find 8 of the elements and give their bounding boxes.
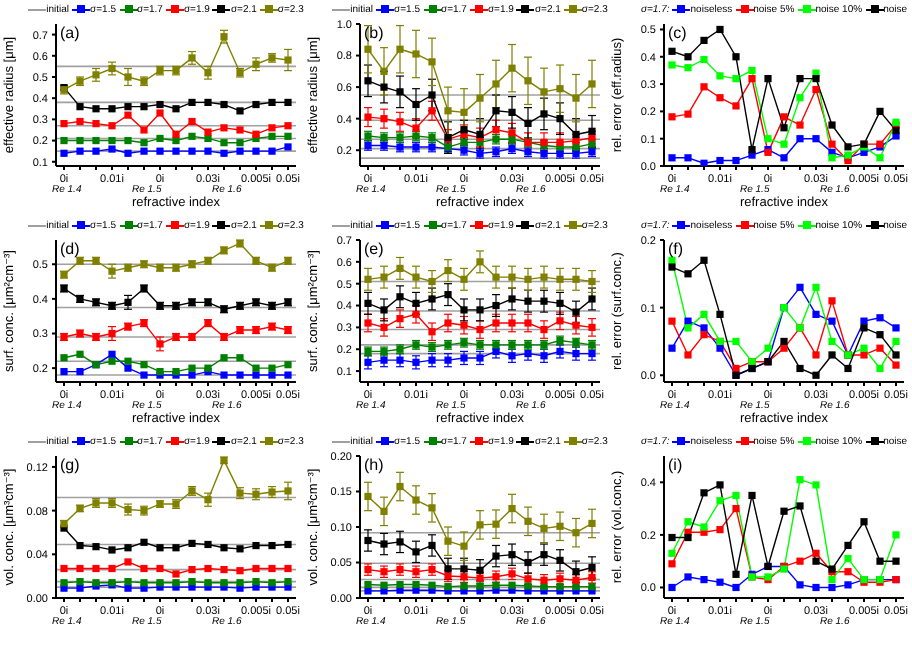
annotation: (a)	[60, 24, 80, 42]
annotation: (h)	[364, 456, 384, 474]
annotation: (f)	[668, 240, 684, 258]
annotation: (e)	[364, 240, 384, 258]
annotation: (c)	[668, 24, 687, 42]
annotation: (i)	[668, 456, 683, 474]
annotation: (g)	[60, 456, 80, 474]
annotation: (d)	[60, 240, 80, 258]
